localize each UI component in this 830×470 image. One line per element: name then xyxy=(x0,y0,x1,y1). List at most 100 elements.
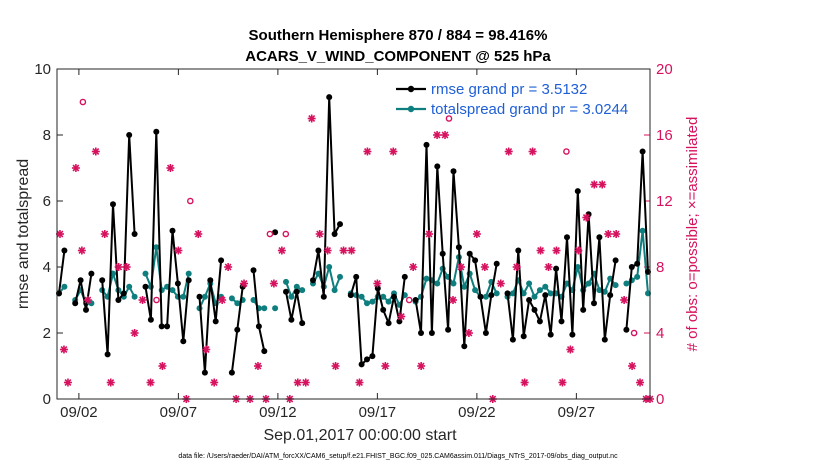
rmse-point xyxy=(580,306,587,313)
obs-assimilated-marker xyxy=(277,246,286,255)
obs-star-stroke xyxy=(78,247,86,254)
rmse-point xyxy=(547,331,554,338)
obs-assimilated-marker xyxy=(520,378,529,387)
rmse-point xyxy=(120,290,127,297)
legend-totalspread-label: totalspread grand pr = 3.0244 xyxy=(431,101,628,118)
totalspread-point xyxy=(369,298,376,305)
obs-assimilated-marker xyxy=(218,296,227,304)
chart-subtitle: ACARS_V_WIND_COMPONENT @ 525 hPa xyxy=(245,48,551,65)
rmse-point xyxy=(164,323,171,330)
y-tick-label: 10 xyxy=(34,61,51,78)
y-right-tick-label: 0 xyxy=(656,391,664,408)
obs-assimilated-marker xyxy=(590,180,599,189)
obs-assimilated-marker xyxy=(417,362,426,370)
obs-star-stroke xyxy=(598,181,606,188)
obs-star-stroke xyxy=(628,362,636,370)
rmse-point xyxy=(99,277,106,284)
obs-star-stroke xyxy=(92,148,100,155)
y-right-tick-label: 4 xyxy=(656,325,664,342)
obs-assimilated-marker xyxy=(83,296,92,304)
obs-star-stroke xyxy=(294,379,302,386)
rmse-point xyxy=(255,323,262,330)
rmse-point xyxy=(461,343,468,350)
obs-assimilated-marker xyxy=(315,230,324,238)
rmse-line-segment xyxy=(58,250,66,294)
obs-star-stroke xyxy=(604,230,612,238)
totalspread-point xyxy=(596,287,603,294)
rmse-point xyxy=(185,277,192,284)
obs-possible-marker xyxy=(630,329,638,337)
totalspread-point xyxy=(315,270,322,277)
rmse-point xyxy=(493,260,500,267)
obs-star-stroke xyxy=(107,379,115,386)
rmse-point xyxy=(515,247,522,254)
rmse-point xyxy=(272,229,279,236)
obs-star-stroke xyxy=(425,230,433,238)
obs-star-stroke xyxy=(473,230,481,238)
obs-assimilated-marker xyxy=(158,362,167,370)
totalspread-point xyxy=(180,293,187,300)
totalspread-point xyxy=(288,293,295,300)
chart-title: Southern Hemisphere 870 / 884 = 98.416% xyxy=(249,27,548,44)
rmse-point xyxy=(472,257,479,264)
obs-assimilated-marker xyxy=(373,279,382,288)
obs-assimilated-marker xyxy=(122,263,131,271)
obs-star-stroke xyxy=(64,379,72,386)
rmse-point xyxy=(207,277,214,284)
obs-assimilated-marker xyxy=(612,230,621,238)
rmse-point xyxy=(212,318,219,325)
obs-star-stroke xyxy=(348,247,355,254)
rmse-point xyxy=(261,348,268,355)
legend-totalspread-marker xyxy=(407,105,415,113)
x-tick-label: 09/27 xyxy=(558,404,596,421)
totalspread-point xyxy=(542,283,549,290)
obs-assimilated-marker xyxy=(544,263,553,271)
rmse-point xyxy=(315,247,322,254)
rmse-point xyxy=(569,331,576,338)
rmse-point xyxy=(369,353,376,360)
obs-possible-marker xyxy=(282,230,290,238)
obs-star-stroke xyxy=(202,346,210,353)
rmse-point xyxy=(591,300,597,307)
rmse-point xyxy=(126,132,133,138)
obs-assimilated-marker xyxy=(448,296,457,304)
totalspread-point xyxy=(364,300,370,307)
obs-star-stroke xyxy=(332,362,340,370)
totalspread-point xyxy=(380,293,387,300)
totalspread-point xyxy=(639,227,646,234)
obs-star-stroke xyxy=(278,247,286,254)
totalspread-point xyxy=(526,280,533,287)
obs-count-series xyxy=(55,98,654,403)
obs-star-stroke xyxy=(566,346,574,353)
obs-assimilated-marker xyxy=(194,230,203,238)
obs-possible-marker xyxy=(79,98,87,106)
y-right-tick-label: 20 xyxy=(656,61,673,78)
y-axis-right-label: # of obs: o=possible; ×=assimilated xyxy=(684,117,701,352)
obs-star-stroke xyxy=(537,247,544,254)
totalspread-point xyxy=(331,287,338,294)
obs-assimilated-marker xyxy=(397,312,406,321)
y-tick-label: 0 xyxy=(43,391,51,408)
obs-assimilated-marker xyxy=(224,263,233,271)
rmse-point xyxy=(423,141,430,148)
obs-star-stroke xyxy=(513,263,521,271)
rmse-point xyxy=(347,292,354,299)
rmse-point xyxy=(428,330,435,336)
rmse-point xyxy=(520,333,527,340)
totalspread-point xyxy=(293,283,300,290)
obs-assimilated-marker xyxy=(536,246,545,255)
obs-assimilated-marker xyxy=(63,378,72,387)
rmse-point xyxy=(283,288,289,295)
obs-star-stroke xyxy=(553,247,560,254)
rmse-point xyxy=(250,267,257,274)
obs-star-stroke xyxy=(545,263,552,271)
rmse-point xyxy=(574,188,581,195)
rmse-point xyxy=(564,234,570,241)
totalspread-point xyxy=(234,300,241,307)
y-right-tick-label: 16 xyxy=(656,127,673,144)
rmse-point xyxy=(72,300,79,307)
obs-assimilated-marker xyxy=(464,329,473,337)
obs-assimilated-marker xyxy=(389,147,398,156)
obs-star-stroke xyxy=(373,280,381,287)
obs-star-stroke xyxy=(131,329,139,337)
